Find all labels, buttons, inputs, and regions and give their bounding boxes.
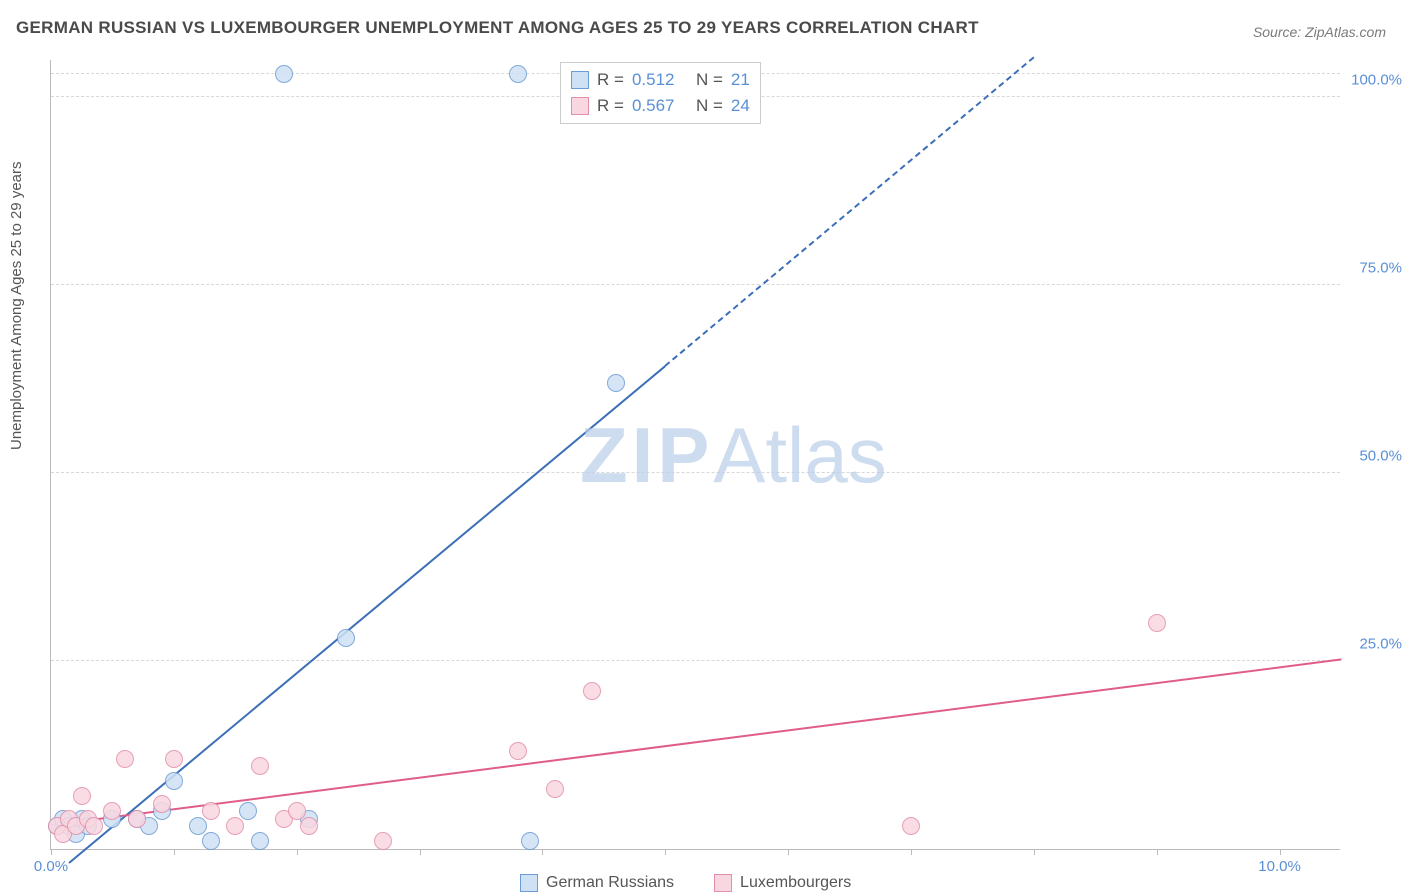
source-label: Source: ZipAtlas.com	[1253, 24, 1386, 40]
legend-item-label: German Russians	[546, 874, 674, 892]
legend-row: R = 0.567 N = 24	[571, 93, 750, 119]
legend-n-label: N =	[696, 96, 723, 116]
scatter-point	[128, 810, 146, 828]
x-tick	[51, 849, 52, 855]
y-axis-label: Unemployment Among Ages 25 to 29 years	[8, 161, 25, 450]
scatter-point	[607, 374, 625, 392]
scatter-point	[509, 742, 527, 760]
x-tick	[788, 849, 789, 855]
scatter-point	[509, 65, 527, 83]
legend-n-label: N =	[696, 70, 723, 90]
trendline	[51, 659, 1341, 827]
scatter-point	[251, 757, 269, 775]
scatter-point	[374, 832, 392, 850]
legend-r-value: 0.567	[632, 96, 688, 116]
scatter-point	[583, 682, 601, 700]
legend-item-label: Luxembourgers	[740, 874, 851, 892]
correlation-legend: R = 0.512 N = 21 R = 0.567 N = 24	[560, 62, 761, 124]
gridline	[51, 472, 1340, 473]
legend-item: Luxembourgers	[714, 874, 851, 892]
legend-swatch	[571, 97, 589, 115]
scatter-point	[165, 772, 183, 790]
chart-title: GERMAN RUSSIAN VS LUXEMBOURGER UNEMPLOYM…	[16, 18, 979, 38]
scatter-point	[275, 65, 293, 83]
x-tick	[420, 849, 421, 855]
x-tick	[297, 849, 298, 855]
scatter-point	[239, 802, 257, 820]
scatter-point	[288, 802, 306, 820]
legend-item: German Russians	[520, 874, 674, 892]
scatter-point	[103, 802, 121, 820]
y-tick-label: 75.0%	[1359, 259, 1402, 276]
scatter-point	[1148, 614, 1166, 632]
legend-swatch	[520, 874, 538, 892]
scatter-point	[189, 817, 207, 835]
scatter-point	[202, 802, 220, 820]
plot-area: 25.0%50.0%75.0%100.0%0.0%10.0%	[50, 60, 1340, 850]
legend-n-value: 21	[731, 70, 750, 90]
legend-row: R = 0.512 N = 21	[571, 67, 750, 93]
legend-swatch	[571, 71, 589, 89]
scatter-point	[73, 787, 91, 805]
x-tick	[1034, 849, 1035, 855]
scatter-point	[202, 832, 220, 850]
scatter-point	[521, 832, 539, 850]
gridline	[51, 660, 1340, 661]
legend-r-label: R =	[597, 96, 624, 116]
scatter-point	[116, 750, 134, 768]
x-tick	[1157, 849, 1158, 855]
gridline	[51, 284, 1340, 285]
scatter-point	[337, 629, 355, 647]
scatter-point	[300, 817, 318, 835]
scatter-point	[153, 795, 171, 813]
scatter-point	[251, 832, 269, 850]
x-tick	[1280, 849, 1281, 855]
scatter-point	[546, 780, 564, 798]
scatter-point	[902, 817, 920, 835]
trendline	[69, 366, 666, 864]
legend-r-value: 0.512	[632, 70, 688, 90]
scatter-point	[85, 817, 103, 835]
x-tick	[174, 849, 175, 855]
x-tick-label: 0.0%	[34, 858, 68, 875]
y-tick-label: 25.0%	[1359, 635, 1402, 652]
scatter-point	[226, 817, 244, 835]
series-legend: German Russians Luxembourgers	[520, 874, 851, 892]
x-tick	[911, 849, 912, 855]
y-tick-label: 50.0%	[1359, 447, 1402, 464]
y-tick-label: 100.0%	[1351, 71, 1402, 88]
x-tick	[665, 849, 666, 855]
legend-n-value: 24	[731, 96, 750, 116]
legend-swatch	[714, 874, 732, 892]
scatter-point	[165, 750, 183, 768]
legend-r-label: R =	[597, 70, 624, 90]
x-tick-label: 10.0%	[1258, 858, 1301, 875]
x-tick	[542, 849, 543, 855]
